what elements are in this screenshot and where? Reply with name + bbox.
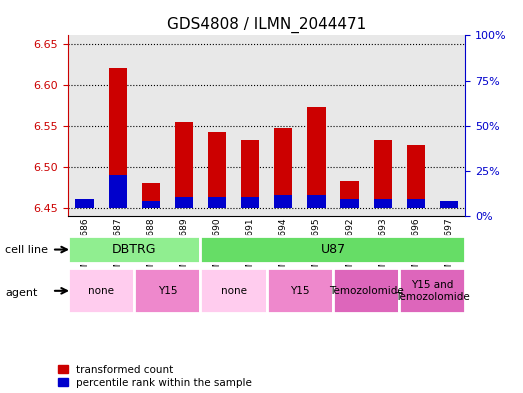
Bar <box>373 140 392 208</box>
Bar <box>373 199 392 208</box>
Bar <box>101 35 134 216</box>
Text: Y15 and
Temozolomide: Y15 and Temozolomide <box>395 280 470 301</box>
Text: Y15: Y15 <box>157 286 177 296</box>
Bar <box>308 195 325 208</box>
Bar <box>175 197 193 208</box>
Bar <box>440 202 458 208</box>
Bar <box>200 236 465 263</box>
Text: none: none <box>88 286 114 296</box>
Bar <box>68 236 200 263</box>
Text: Temozolomide: Temozolomide <box>329 286 403 296</box>
Bar <box>366 35 399 216</box>
Bar <box>68 268 134 314</box>
Bar <box>208 197 226 208</box>
Text: U87: U87 <box>321 243 346 256</box>
Bar <box>340 181 359 208</box>
Bar <box>175 122 193 208</box>
Bar <box>407 199 425 208</box>
Text: DBTRG: DBTRG <box>112 243 156 256</box>
Bar <box>399 35 433 216</box>
Bar <box>333 35 366 216</box>
Bar <box>433 35 465 216</box>
Title: GDS4808 / ILMN_2044471: GDS4808 / ILMN_2044471 <box>167 17 366 33</box>
Bar <box>308 107 325 208</box>
Bar <box>142 183 160 208</box>
Bar <box>200 268 267 314</box>
Bar <box>399 268 465 314</box>
Bar <box>267 35 300 216</box>
Bar <box>274 128 292 208</box>
Bar <box>208 132 226 208</box>
Bar <box>134 35 167 216</box>
Bar <box>241 197 259 208</box>
Bar <box>200 35 234 216</box>
Bar <box>407 145 425 208</box>
Bar <box>333 268 399 314</box>
Bar <box>340 199 359 208</box>
Bar <box>109 175 127 208</box>
Bar <box>68 35 101 216</box>
Bar <box>241 140 259 208</box>
Bar <box>440 201 458 208</box>
Bar <box>75 202 94 208</box>
Text: agent: agent <box>5 288 38 298</box>
Bar <box>109 68 127 208</box>
Text: none: none <box>221 286 247 296</box>
Bar <box>274 195 292 208</box>
Bar <box>134 268 200 314</box>
Bar <box>234 35 267 216</box>
Bar <box>267 268 333 314</box>
Legend: transformed count, percentile rank within the sample: transformed count, percentile rank withi… <box>58 365 252 388</box>
Bar <box>300 35 333 216</box>
Text: cell line: cell line <box>5 244 48 255</box>
Bar <box>142 201 160 208</box>
Bar <box>167 35 200 216</box>
Bar <box>75 199 94 208</box>
Text: Y15: Y15 <box>290 286 310 296</box>
